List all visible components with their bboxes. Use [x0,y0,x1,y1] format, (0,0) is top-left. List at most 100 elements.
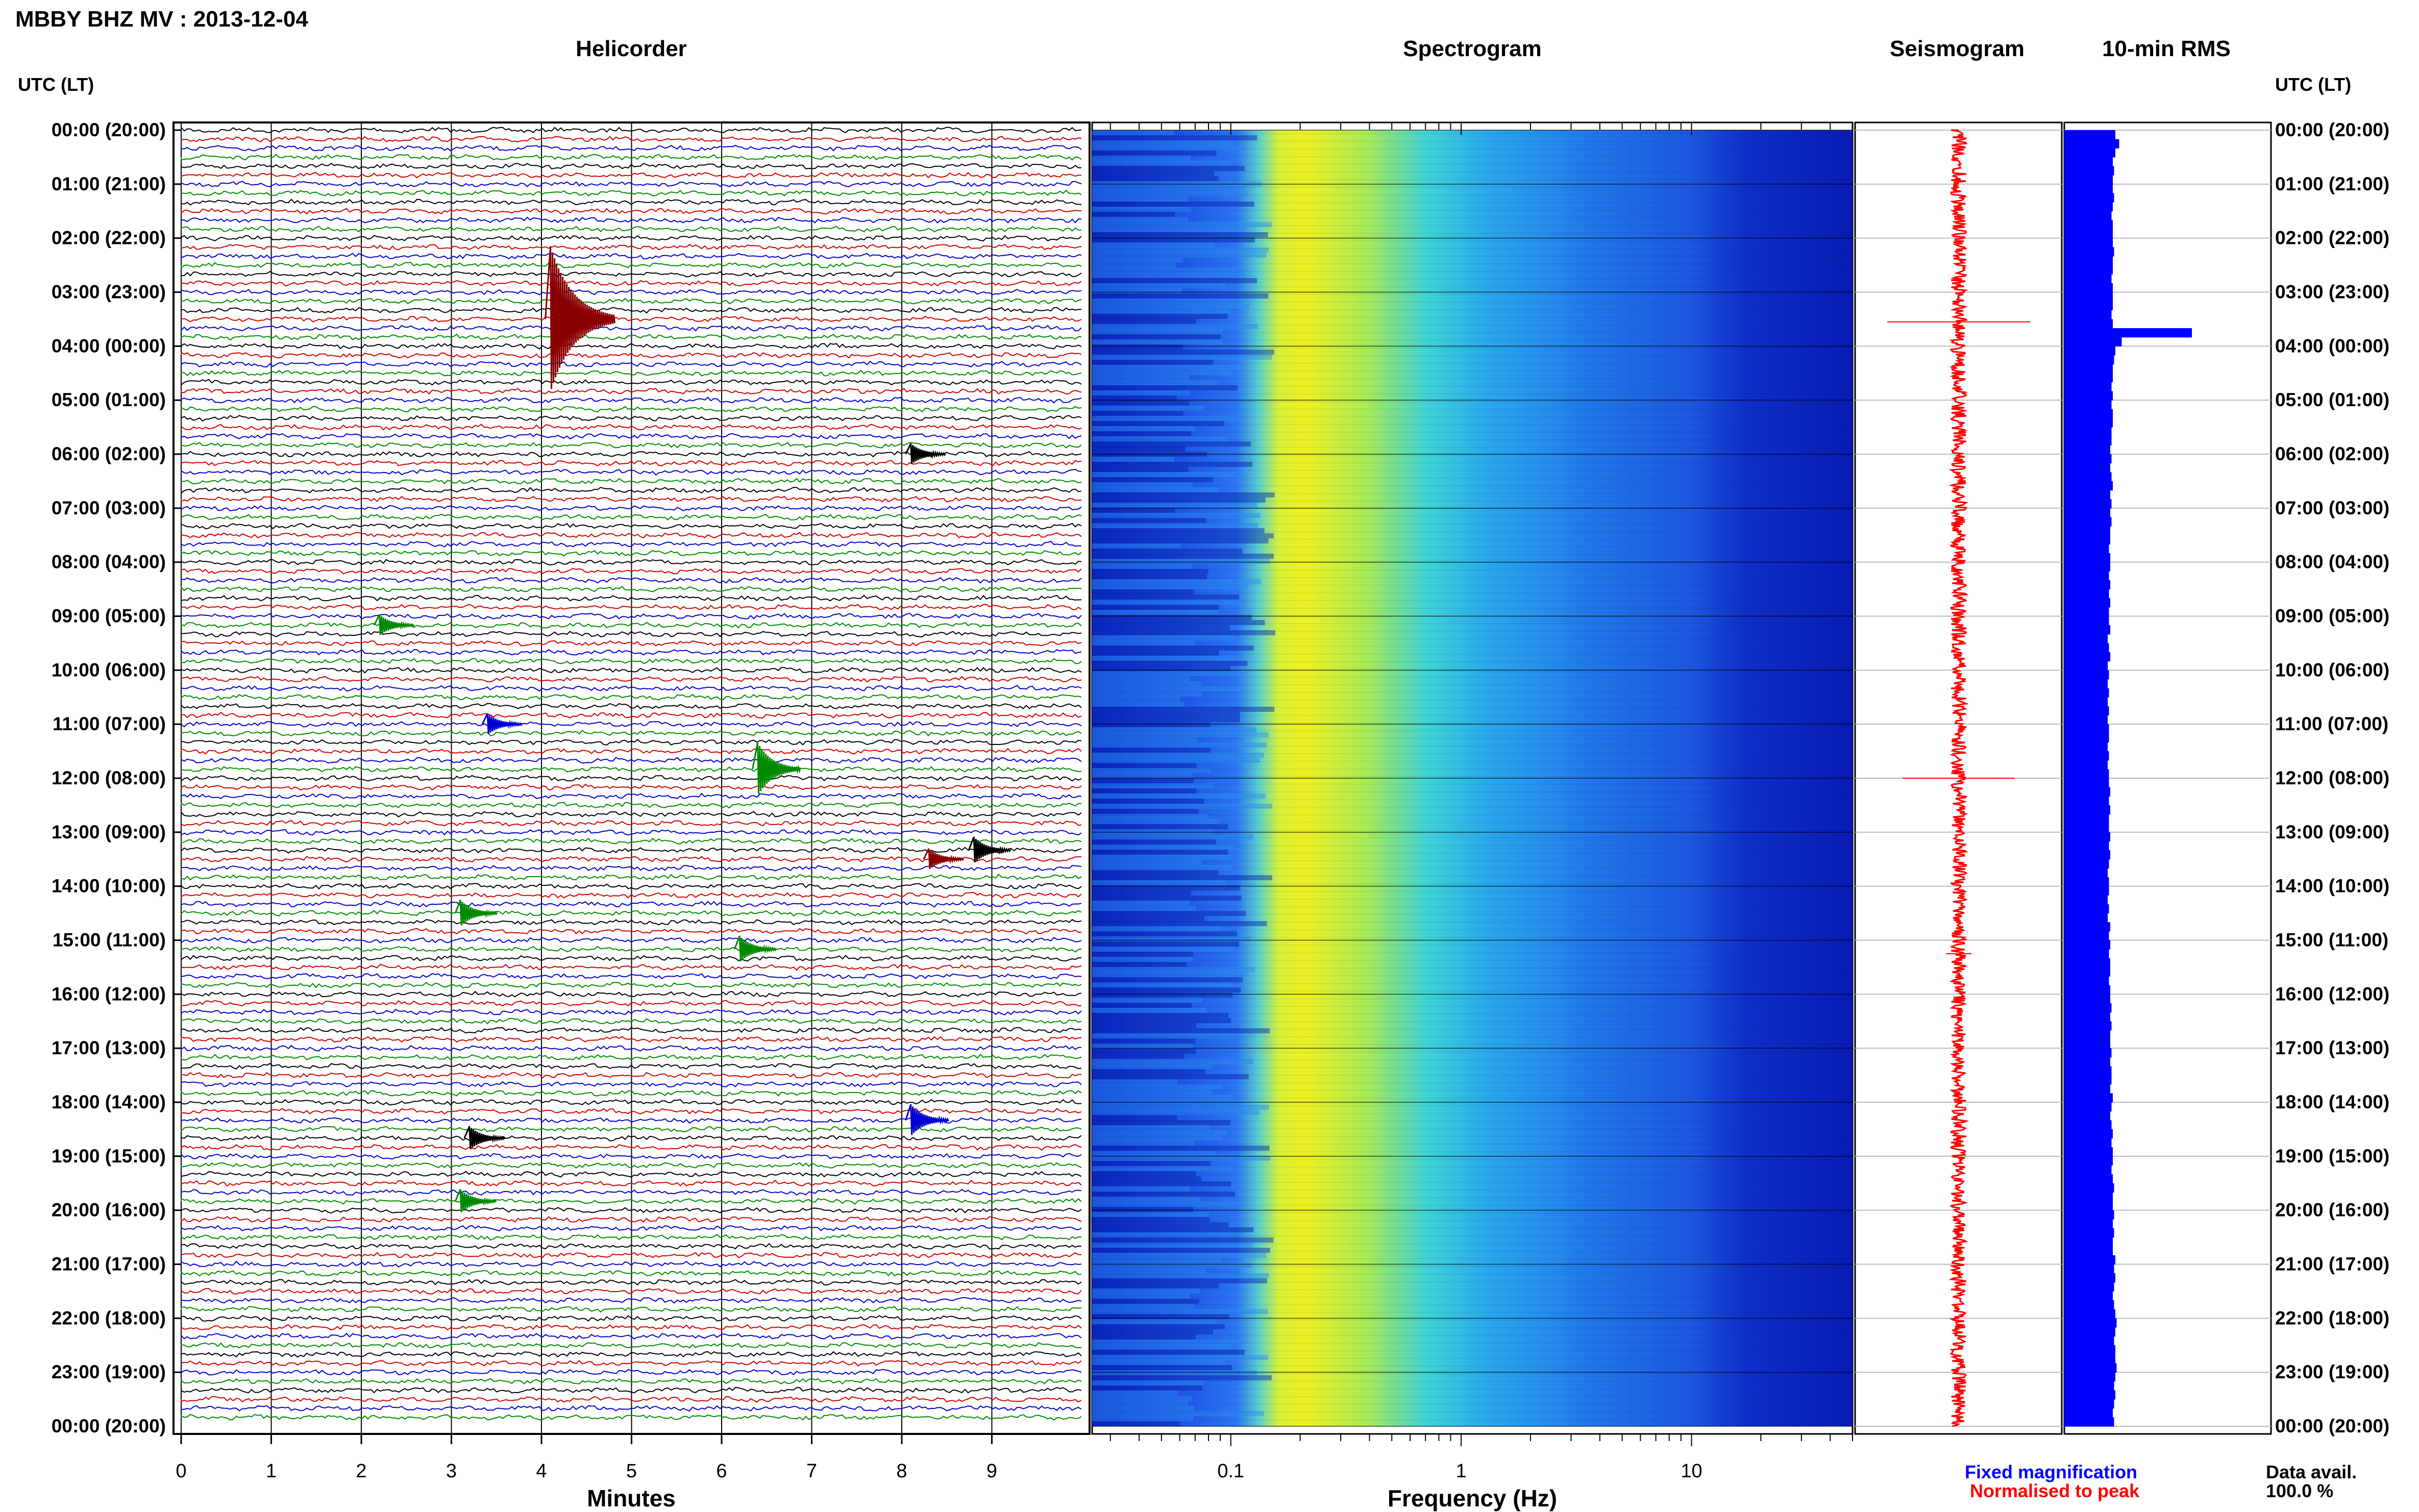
helicorder-trace [181,792,1082,800]
rms-bar [2064,661,2108,671]
hour-label: 07:00 (03:00) [52,498,166,518]
rms-bar [2064,877,2109,887]
helicorder-trace [181,982,1082,989]
rms-bar [2064,814,2109,824]
helicorder-trace [181,1090,1082,1097]
minutes-axis-label: Minutes [587,1485,676,1511]
rms-bar [2064,796,2109,806]
rms-bar [2064,193,2114,203]
helicorder-trace [181,559,1082,566]
rms-bar [2064,1300,2114,1310]
rms-bar [2064,499,2112,509]
helicorder-trace [181,1333,1082,1340]
seismogram-title: Seismogram [1890,36,2025,61]
helicorder-trace [181,658,1082,664]
rms-bar [2064,994,2110,1004]
hour-label: 14:00 (10:00) [52,876,166,897]
rms-bar [2064,625,2110,635]
helicorder-trace [181,901,1082,908]
spectrogram-panel: 0.1 1 10 [1091,121,1854,1482]
rms-bar [2064,1291,2113,1301]
rms-bar [2064,652,2110,662]
helicorder-trace [181,649,1082,656]
hour-label: 02:00 (22:00) [2275,228,2389,249]
helicorder-event [752,742,802,794]
freq-tick-label: 1 [1456,1460,1467,1482]
hour-label: 04:00 (00:00) [2275,335,2389,356]
rms-bar [2064,292,2113,302]
rms-bar [2064,553,2110,563]
helicorder-trace [181,1306,1082,1313]
rms-bar [2064,139,2119,148]
hour-label: 09:00 (05:00) [2275,606,2389,627]
helicorder-trace [181,919,1082,926]
helicorder-trace [181,369,1082,377]
hour-label: 15:00 (11:00) [53,930,166,951]
rms-bar [2064,1327,2115,1337]
helicorder-trace [181,1216,1082,1223]
helicorder-trace [181,766,1082,773]
rms-bar [2064,1021,2112,1031]
helicorder-trace [181,1153,1082,1160]
helicorder-trace [181,955,1082,962]
hour-label: 22:00 (18:00) [52,1307,166,1328]
rms-bar [2064,913,2108,923]
rms-bar [2064,328,2192,338]
hour-label: 15:00 (11:00) [2275,930,2388,951]
helicorder-title: Helicorder [576,36,687,61]
helicorder-trace [181,468,1082,476]
rms-bar [2064,445,2110,455]
rms-bar [2064,760,2108,770]
helicorder-trace [181,1315,1082,1322]
helicorder-trace [181,460,1082,466]
minute-tick-label: 6 [716,1460,727,1482]
helicorder-trace [181,739,1082,746]
helicorder-trace [181,585,1082,593]
rms-bar [2064,634,2108,644]
rms-bar [2064,409,2113,419]
helicorder-trace [181,486,1082,494]
rms-bar [2064,1165,2112,1175]
minute-tick-label: 3 [446,1460,457,1482]
rms-bar [2064,859,2109,869]
rms-bar [2064,607,2109,617]
rms-bar [2064,1192,2113,1202]
helicorder-trace [181,208,1082,215]
minute-tick-label: 1 [266,1460,277,1482]
helicorder-trace [181,144,1082,152]
helicorder-trace [181,711,1082,719]
helicorder-trace [181,226,1082,233]
rms-bar [2064,1381,2114,1391]
rms-bar [2064,985,2110,995]
helicorder-trace [181,1207,1082,1214]
helicorder-trace [181,433,1082,440]
helicorder-trace [181,684,1082,692]
minute-tick-label: 5 [626,1460,637,1482]
helicorder-trace [181,379,1082,386]
hour-label: 09:00 (05:00) [52,606,166,627]
helicorder-trace [181,594,1082,602]
spectrogram-title: Spectrogram [1403,36,1541,61]
rms-bar [2064,1057,2110,1067]
rms-bar [2064,274,2112,284]
rms-bar [2064,490,2110,500]
rms-bar [2064,544,2109,554]
rms-bar [2064,1093,2113,1103]
rms-bar [2064,1399,2114,1409]
helicorder-trace [181,1162,1082,1169]
rms-bar [2064,580,2110,590]
helicorder-trace [181,1027,1082,1034]
rms-bar [2064,247,2114,257]
rms-bar [2064,931,2109,941]
rms-bar [2064,1219,2113,1229]
hour-label: 03:00 (23:00) [52,282,166,303]
helicorder-trace [181,199,1082,206]
helicorder-trace [181,1144,1082,1151]
rms-bar [2064,1210,2114,1220]
helicorder-trace [181,216,1082,224]
helicorder-event [454,1189,497,1212]
rms-bar [2064,1174,2113,1184]
hour-label: 20:00 (16:00) [2275,1200,2389,1221]
rms-bar [2064,697,2108,707]
